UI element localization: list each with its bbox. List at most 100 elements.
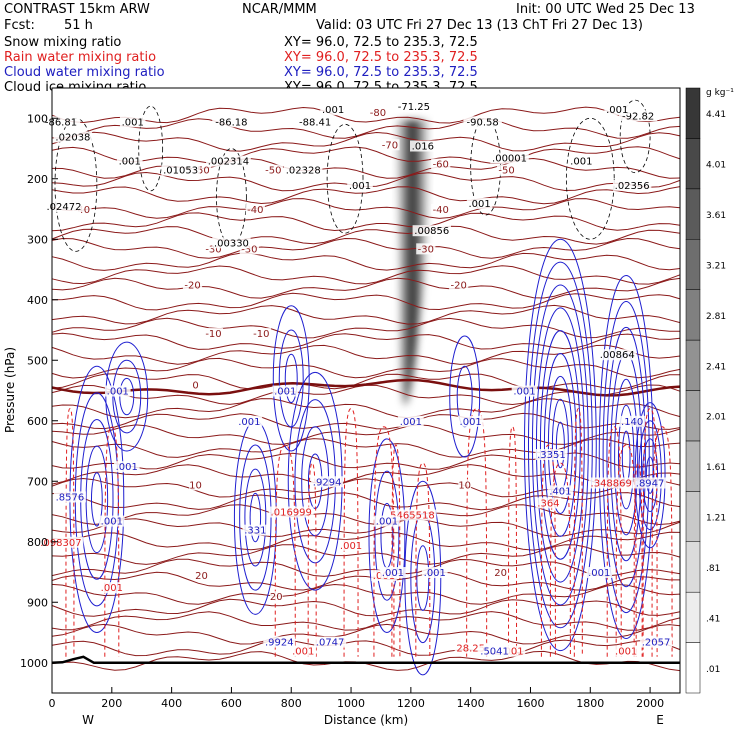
rain-label-bg (535, 497, 562, 509)
rain-label: .001 (615, 647, 637, 658)
isotherm-label-bg (239, 243, 259, 255)
isotherm-label: -50 (265, 166, 281, 177)
valid-time: Valid: 03 UTC Fri 27 Dec 13 (13 ChT Fri … (316, 18, 644, 33)
cloud-water-contour (539, 330, 581, 560)
cloud-water-contour (606, 326, 646, 588)
rain-label-bg (38, 536, 84, 548)
isotherm-label-bg (269, 591, 283, 603)
cloud-water-contour (638, 420, 662, 531)
ice-label: .002314 (208, 157, 249, 168)
cloud-water-contour (527, 261, 593, 629)
isotherm-line (51, 198, 681, 219)
cloud-water-contour (119, 377, 135, 416)
rain-contour (642, 408, 658, 657)
isotherm-line (51, 373, 681, 390)
cloud-water-contour (249, 492, 262, 543)
ice-label: .02038 (55, 132, 90, 143)
rain-label-bg (268, 506, 314, 518)
x-axis: 0 200 400 600 800 1000 1200 1400 1600 1800 2000 (49, 687, 664, 710)
cloud-water-label-bg (511, 385, 538, 397)
colorbar-swatch (685, 390, 701, 442)
ice-label: .001 (606, 105, 628, 116)
isotherm-label: -30 (241, 244, 257, 255)
cloud-water-label: .001 (116, 462, 138, 473)
isotherm-label-bg (245, 204, 265, 216)
isotherm-label: -30 (418, 244, 434, 255)
cloud-water-contour (614, 378, 639, 536)
cloud-water-label: .001 (460, 417, 482, 428)
isotherm-line (51, 332, 681, 350)
cloud-water-contour (598, 275, 654, 640)
freezing-level-line (51, 378, 681, 397)
isotherm-line (51, 277, 681, 299)
x-tick-label: 2000 (636, 697, 664, 710)
ice-label-bg (568, 155, 595, 167)
rain-contour (391, 444, 401, 657)
y-tick-label: 700 (27, 475, 48, 488)
ice-label-bg (320, 104, 346, 116)
rain-label-bg (385, 509, 437, 521)
cloud-water-label-bg (99, 515, 125, 527)
colorbar-level: 2.41 (706, 362, 726, 372)
ice-label: -71.25 (398, 102, 430, 113)
x-tick-label: 0 (49, 697, 56, 710)
cloud-water-label: .001 (400, 417, 422, 428)
ice-contour (565, 117, 615, 240)
isotherm-label: -50 (193, 166, 209, 177)
isotherm-label: -50 (498, 166, 514, 177)
rain-label: .5465518 (387, 511, 435, 522)
cloud-water-contour (368, 438, 406, 634)
rain-label-bg (338, 539, 364, 551)
ice-label-bg (490, 152, 529, 164)
ice-label-bg (463, 116, 502, 128)
colorbar-swatch (685, 239, 701, 290)
isotherm-label: -60 (433, 160, 449, 171)
ice-label-bg (412, 225, 451, 237)
y-axis-label: Pressure (hPa) (3, 347, 17, 433)
isotherm-label-bg (195, 570, 208, 582)
rain-contour (373, 426, 395, 657)
isotherm-line (51, 344, 681, 365)
cloud-water-label-bg (380, 567, 406, 579)
colorbar-level: .41 (706, 614, 720, 624)
rain-contour (549, 462, 571, 657)
ice-label-bg (212, 237, 251, 249)
cloud-water-label: .001 (238, 417, 260, 428)
colorbar-level: 3.61 (706, 211, 726, 221)
isotherm-labels: -80-70-60-50-50-50-40-40-40-30-30-30-20-… (72, 107, 517, 603)
isotherm-label-bg (458, 479, 472, 491)
cloud-water-label-bg (586, 567, 613, 579)
rain-contour (540, 444, 556, 657)
cloud-water-contour (85, 445, 109, 554)
rain-contour (573, 408, 583, 657)
isotherm-label-bg (182, 279, 203, 291)
cloud-water-contour (105, 341, 149, 452)
rain-contour (508, 426, 518, 657)
colorbar-swatch (685, 541, 701, 593)
isotherm-label-bg (203, 243, 224, 255)
cloud-water-label-bg (53, 491, 86, 503)
isotherm-line (51, 623, 681, 645)
model-title: CONTRAST 15km ARW (4, 2, 150, 17)
isotherm-line (51, 398, 681, 419)
colorbar-swatch (685, 491, 701, 543)
isotherm-line (51, 477, 681, 498)
y-tick-label: 800 (27, 536, 48, 549)
y-tick-label: 400 (27, 294, 48, 307)
cloud-water-label: .140 (621, 417, 643, 428)
x-tick-label: 200 (101, 697, 122, 710)
colorbar-swatch (685, 591, 701, 643)
cloud-water-label-bg (421, 567, 448, 579)
ice-label-bg (119, 116, 146, 128)
y-tick-label: 200 (27, 173, 48, 186)
field-label-cloud-water: Cloud water mixing ratio (4, 65, 165, 80)
ice-label-bg (44, 201, 84, 212)
isotherm-line (51, 237, 681, 259)
ice-label: .01053 (163, 166, 198, 177)
x-tick-label: 1600 (516, 697, 544, 710)
ice-label-bg (394, 101, 434, 113)
cloud-water-contour (112, 359, 142, 434)
x-axis-label: Distance (km) (324, 713, 408, 727)
isotherm-line (51, 225, 681, 245)
isotherm-label-bg (191, 164, 212, 176)
